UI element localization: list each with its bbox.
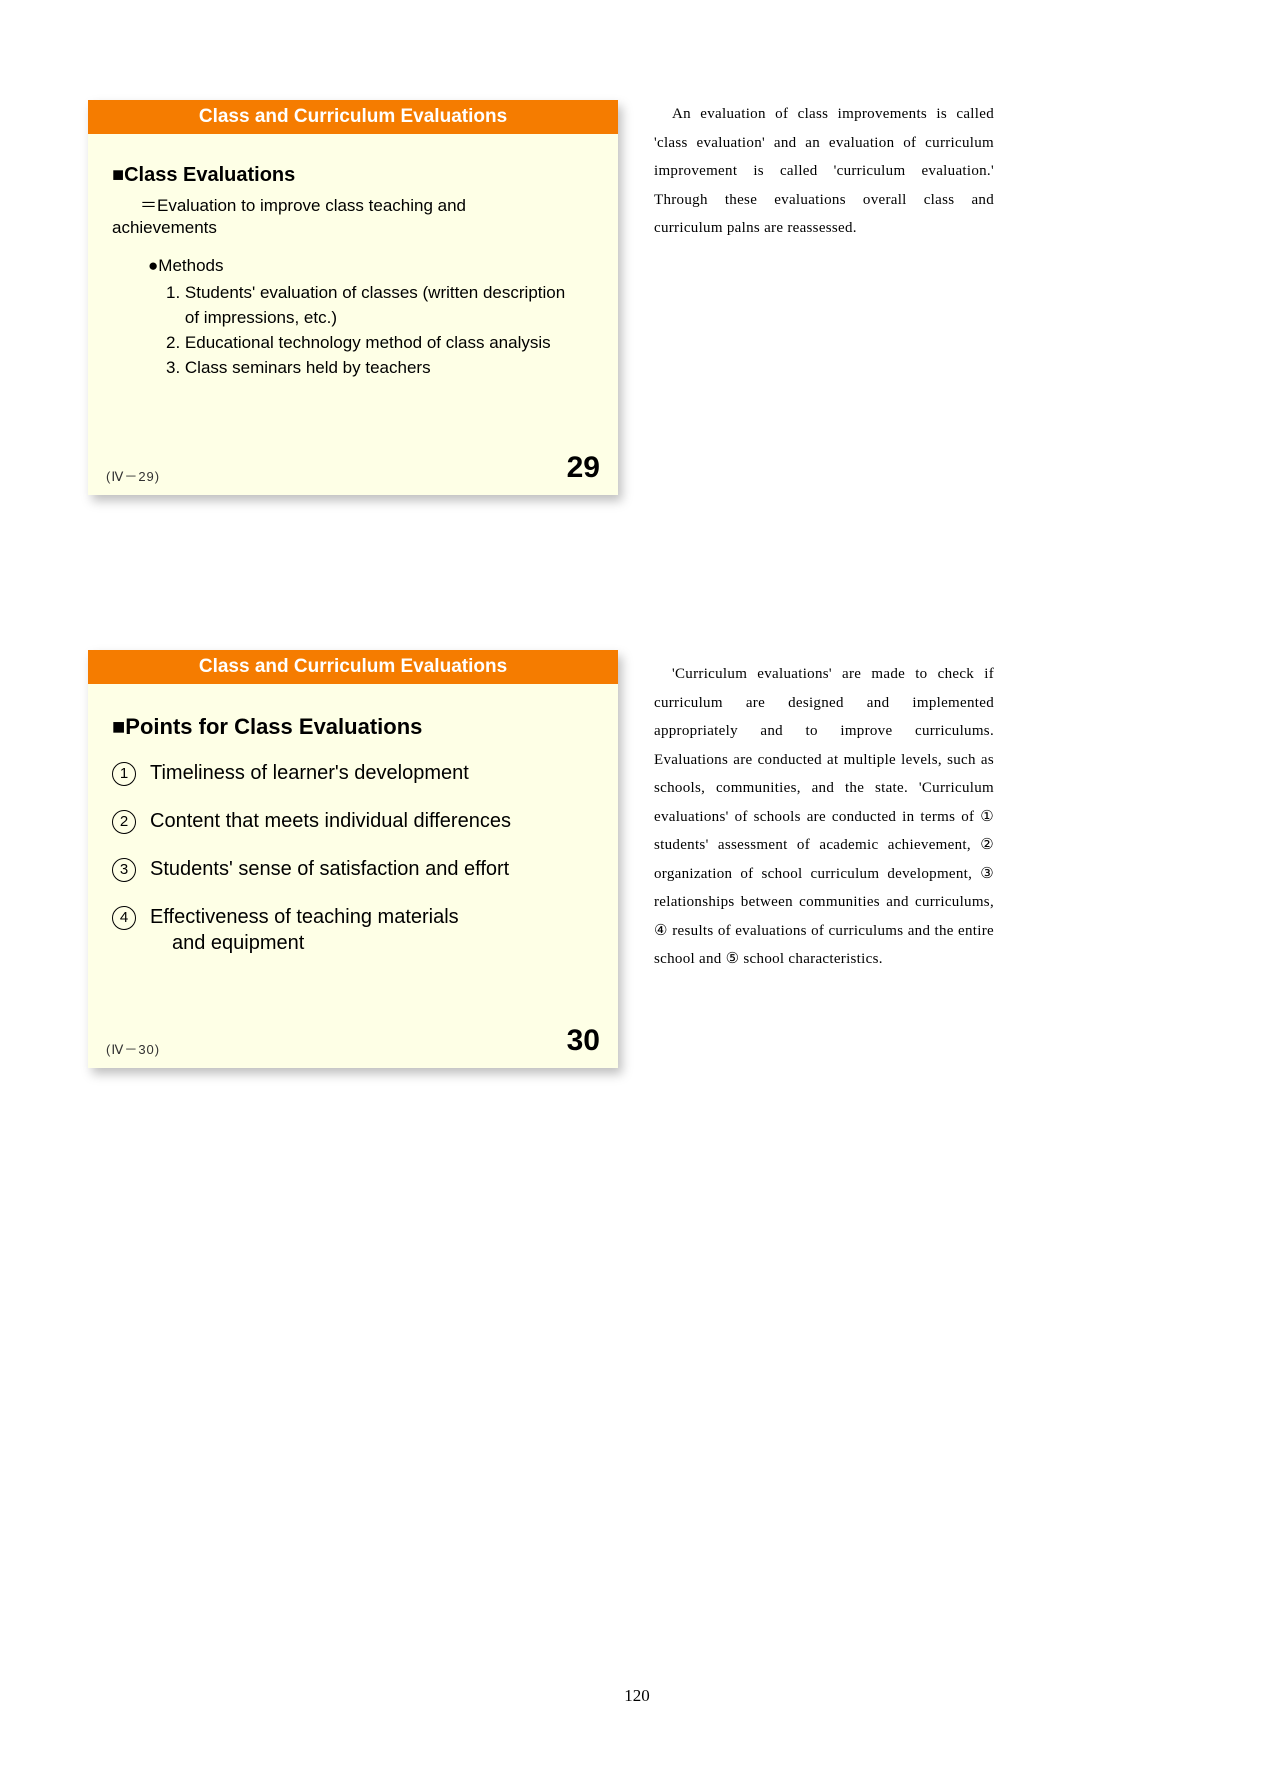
circled-number-icon: 1: [112, 762, 136, 786]
point-2: 2 Content that meets individual differen…: [112, 808, 594, 834]
slide-30-section-title: ■Points for Class Evaluations: [112, 714, 594, 740]
slide-30: Class and Curriculum Evaluations ■Points…: [88, 650, 618, 1068]
row-slide-30: Class and Curriculum Evaluations ■Points…: [88, 650, 994, 1068]
methods-list: 1. Students' evaluation of classes (writ…: [166, 282, 594, 380]
square-marker-icon: ■: [112, 714, 125, 739]
point-text: Effectiveness of teaching materials and …: [150, 904, 594, 956]
slide-30-ref: (Ⅳ－30): [106, 1039, 160, 1058]
section-title-text: Class Evaluations: [124, 164, 295, 186]
slide-30-number: 30: [567, 1024, 600, 1058]
slide-29-subtitle-line2: achievements: [112, 218, 594, 238]
slide-30-footer: (Ⅳ－30) 30: [88, 1024, 618, 1068]
slide-29-ref: (Ⅳ－29): [106, 466, 160, 485]
row-slide-29: Class and Curriculum Evaluations ■Class …: [88, 100, 994, 495]
slide-29: Class and Curriculum Evaluations ■Class …: [88, 100, 618, 495]
list-item: 1. Students' evaluation of classes (writ…: [166, 282, 594, 305]
point-3: 3 Students' sense of satisfaction and ef…: [112, 856, 594, 882]
point-4-line1: Effectiveness of teaching materials: [150, 906, 459, 928]
methods-header: ●Methods: [148, 256, 594, 276]
methods-label: Methods: [158, 256, 223, 275]
circled-number-icon: 3: [112, 858, 136, 882]
slide-30-body: ■Points for Class Evaluations 1 Timeline…: [88, 684, 618, 978]
list-item: 2. Educational technology method of clas…: [166, 332, 594, 355]
slide-30-header: Class and Curriculum Evaluations: [88, 650, 618, 684]
side-note-30: 'Curriculum evaluations' are made to che…: [654, 660, 994, 974]
circled-number-icon: 4: [112, 906, 136, 930]
slide-29-section-title: ■Class Evaluations: [112, 164, 594, 187]
slide-29-subtitle-line1: ＝Evaluation to improve class teaching an…: [140, 191, 594, 216]
slide-29-body: ■Class Evaluations ＝Evaluation to improv…: [88, 134, 618, 394]
subtitle-text-1: Evaluation to improve class teaching and: [157, 196, 466, 215]
point-text: Students' sense of satisfaction and effo…: [150, 856, 594, 882]
equals-marker-icon: ＝: [140, 196, 157, 215]
square-marker-icon: ■: [112, 164, 124, 186]
page-number: 120: [0, 1686, 1274, 1706]
slide-29-header: Class and Curriculum Evaluations: [88, 100, 618, 134]
point-text: Timeliness of learner's development: [150, 760, 594, 786]
circled-number-icon: 2: [112, 810, 136, 834]
section-title-text: Points for Class Evaluations: [125, 714, 422, 739]
point-1: 1 Timeliness of learner's development: [112, 760, 594, 786]
point-text: Content that meets individual difference…: [150, 808, 594, 834]
point-4-line2: and equipment: [172, 932, 304, 954]
side-note-29: An evaluation of class improvements is c…: [654, 100, 994, 243]
list-item: of impressions, etc.): [166, 307, 594, 330]
slide-29-number: 29: [567, 451, 600, 485]
bullet-marker-icon: ●: [148, 256, 158, 275]
slide-29-footer: (Ⅳ－29) 29: [88, 451, 618, 495]
list-item: 3. Class seminars held by teachers: [166, 357, 594, 380]
point-4: 4 Effectiveness of teaching materials an…: [112, 904, 594, 956]
